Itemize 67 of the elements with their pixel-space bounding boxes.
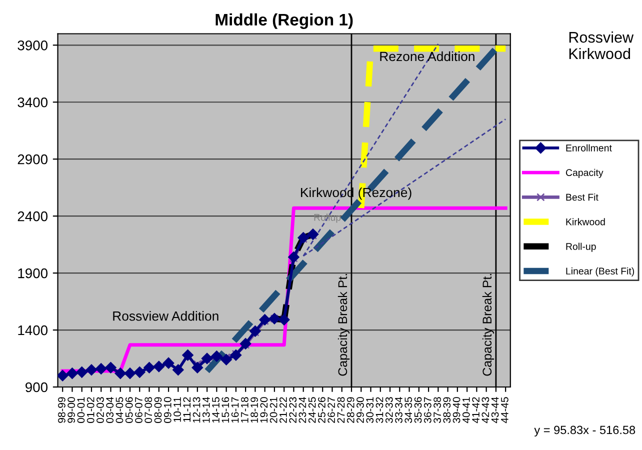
chart-title: Middle (Region 1) bbox=[216, 13, 353, 29]
x-tick-label: 02-03 bbox=[96, 397, 104, 423]
x-tick-label: 07-08 bbox=[144, 397, 152, 423]
y-tick-label: 900 bbox=[26, 382, 48, 392]
y-tick-label: 2400 bbox=[18, 211, 48, 222]
x-tick-label: 38-39 bbox=[443, 397, 451, 423]
x-tick-label: 30-31 bbox=[366, 397, 374, 423]
x-tick-label: 13-14 bbox=[202, 397, 210, 423]
x-tick-label: 11-12 bbox=[183, 397, 190, 422]
x-tick-label: 15-16 bbox=[222, 397, 230, 423]
x-tick-label: 31-32 bbox=[376, 397, 384, 423]
x-tick-label: 16-17 bbox=[231, 397, 239, 423]
legend-label: Capacity bbox=[566, 168, 604, 178]
x-tick-label: 01-02 bbox=[86, 397, 94, 423]
legend-label: Enrollment bbox=[566, 144, 612, 152]
x-tick-label: 98-99 bbox=[58, 397, 66, 423]
x-tick-label: 32-33 bbox=[385, 397, 393, 423]
x-tick-label: 22-23 bbox=[289, 397, 297, 423]
annotation: Rezone Addition bbox=[380, 51, 474, 62]
x-tick-label: 37-38 bbox=[434, 397, 441, 423]
legend-label: Roll-up bbox=[566, 242, 596, 252]
x-tick-label: 05-06 bbox=[125, 397, 133, 423]
x-tick-label: 40-41 bbox=[462, 397, 470, 424]
x-tick-label: 20-21 bbox=[270, 397, 278, 423]
x-tick-label: 18-19 bbox=[250, 397, 258, 423]
x-tick-label: 34-35 bbox=[404, 397, 412, 423]
x-tick-label: 21-22 bbox=[280, 397, 287, 423]
x-tick-label: 04-05 bbox=[116, 397, 124, 423]
text: y = 95.83x - 516.58 bbox=[534, 426, 636, 436]
y-tick-label: 1900 bbox=[18, 268, 48, 278]
x-tick-label: 36-37 bbox=[424, 397, 432, 423]
y-tick-label: 2900 bbox=[18, 154, 48, 164]
x-tick-label: 25-26 bbox=[318, 397, 326, 423]
text: Rossview Kirkwood bbox=[569, 32, 634, 60]
x-tick-label: 42-43 bbox=[482, 397, 490, 424]
x-tick-label: 43-44 bbox=[491, 397, 499, 424]
x-tick-label: 14-15 bbox=[212, 397, 220, 423]
x-tick-label: 33-34 bbox=[395, 397, 402, 423]
y-tick-label: 3900 bbox=[18, 40, 48, 50]
x-tick-label: 12-13 bbox=[192, 397, 200, 423]
x-tick-label: 23-24 bbox=[298, 397, 306, 423]
x-tick-label: 35-36 bbox=[414, 397, 422, 423]
x-tick-label: 09-10 bbox=[164, 397, 172, 423]
y-tick-label: 1400 bbox=[18, 325, 48, 336]
x-tick-label: 06-07 bbox=[135, 397, 142, 423]
x-tick-label: 10-11 bbox=[174, 397, 181, 422]
legend-label: Best Fit bbox=[566, 194, 598, 201]
x-tick-label: 44-45 bbox=[501, 397, 508, 424]
annotation: Rossview Addition bbox=[113, 311, 218, 321]
x-tick-label: 03-04 bbox=[106, 397, 114, 423]
x-tick-label: 99-00 bbox=[68, 397, 76, 423]
ref-line-label: Capacity Break Pt. bbox=[338, 274, 350, 376]
x-tick-label: 00-01 bbox=[77, 397, 85, 423]
x-tick-label: 39-40 bbox=[452, 397, 460, 423]
legend-label: Kirkwood bbox=[566, 218, 605, 226]
legend-label: Linear (Best Fit) bbox=[566, 267, 634, 276]
x-tick-label: 17-18 bbox=[240, 397, 248, 423]
x-tick-label: 29-30 bbox=[356, 397, 364, 423]
x-tick-label: 41-42 bbox=[472, 397, 480, 424]
x-tick-label: 28-29 bbox=[346, 397, 354, 423]
x-tick-label: 24-25 bbox=[308, 397, 316, 423]
x-tick-label: 19-20 bbox=[260, 397, 268, 423]
x-tick-label: 26-27 bbox=[328, 397, 336, 423]
ref-line-label: Capacity Break Pt. bbox=[482, 274, 494, 376]
x-tick-label: 08-09 bbox=[154, 397, 162, 423]
y-tick-label: 3400 bbox=[18, 97, 48, 108]
x-tick-label: 27-28 bbox=[337, 397, 345, 423]
